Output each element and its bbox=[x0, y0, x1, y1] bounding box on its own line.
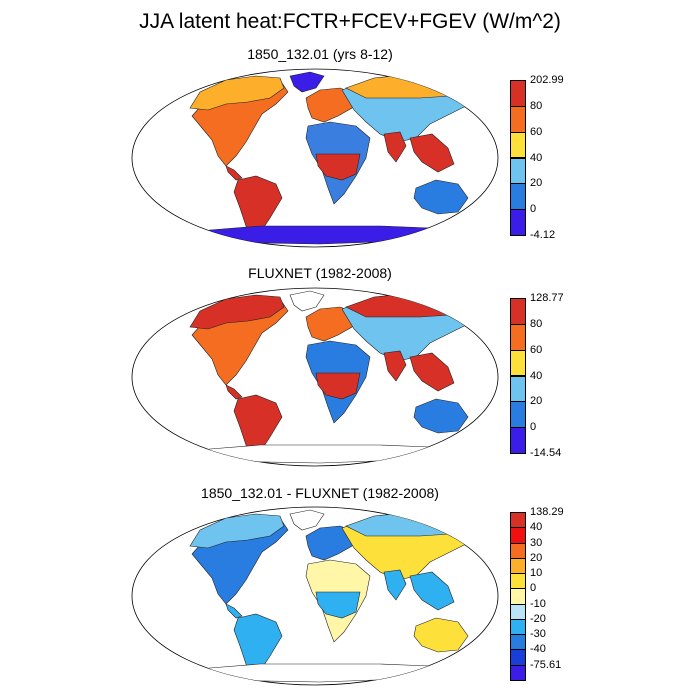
colorbar-segment bbox=[510, 183, 526, 211]
panel-title-difference: 1850_132.01 - FLUXNET (1982-2008) bbox=[201, 485, 439, 501]
colorbar-segment bbox=[510, 427, 526, 454]
landmass-australia bbox=[413, 179, 469, 215]
landmass-europe bbox=[305, 525, 357, 561]
colorbar-segment bbox=[510, 323, 526, 351]
colorbar-label: 138.29 bbox=[530, 506, 564, 518]
panel-title-model: 1850_132.01 (yrs 8-12) bbox=[247, 46, 393, 62]
colorbar-label: 40 bbox=[530, 369, 543, 382]
colorbar-segment bbox=[510, 105, 526, 133]
colorbar-label: 60 bbox=[530, 343, 543, 356]
colorbar-segment bbox=[510, 588, 526, 605]
figure-title: JJA latent heat:FCTR+FCEV+FGEV (W/m^2) bbox=[139, 10, 561, 33]
landmass-canada bbox=[189, 75, 285, 111]
map-fluxnet bbox=[131, 287, 499, 467]
colorbar-segment bbox=[510, 664, 526, 681]
landmass-canada bbox=[189, 513, 285, 549]
colorbar-segment bbox=[510, 527, 526, 544]
landmass-australia bbox=[413, 617, 469, 653]
colorbar-label: -75.61 bbox=[530, 658, 562, 671]
map-difference bbox=[131, 506, 499, 686]
colorbar-segment bbox=[510, 649, 526, 666]
colorbar-segment bbox=[510, 542, 526, 559]
colorbar-label: 30 bbox=[530, 536, 543, 549]
landmass-nz bbox=[469, 651, 481, 665]
colorbar-label: 128.77 bbox=[530, 292, 564, 304]
map-model bbox=[131, 68, 499, 248]
colorbar-label: 0 bbox=[530, 421, 537, 434]
colorbar-label: 40 bbox=[530, 151, 543, 164]
landmass-centralamerica bbox=[225, 603, 243, 619]
landmass-europe bbox=[305, 87, 357, 123]
landmass-greenland bbox=[289, 290, 325, 312]
colorbar-segment bbox=[510, 209, 526, 236]
colorbar-segment bbox=[510, 375, 526, 403]
colorbar-label: 0 bbox=[530, 582, 537, 595]
landmass-india bbox=[383, 569, 407, 601]
colorbar-label: 20 bbox=[530, 395, 543, 408]
colorbar-label: -40 bbox=[530, 643, 546, 656]
land-layer bbox=[173, 290, 481, 464]
landmass-europe bbox=[305, 306, 357, 342]
landmass-seasia bbox=[409, 571, 455, 611]
landmass-greenland bbox=[289, 509, 325, 531]
colorbar-segment bbox=[510, 557, 526, 575]
colorbar-segment bbox=[510, 298, 526, 325]
colorbar-segment bbox=[510, 131, 526, 159]
landmass-seasia bbox=[409, 352, 455, 392]
colorbar-label: -30 bbox=[530, 628, 546, 641]
colorbar-segment bbox=[510, 573, 526, 590]
colorbar-label: 60 bbox=[530, 125, 543, 138]
colorbar-segment bbox=[510, 634, 526, 651]
colorbar-label: 20 bbox=[530, 177, 543, 190]
colorbar-label: 80 bbox=[530, 99, 543, 112]
colorbar-segment bbox=[510, 603, 526, 620]
landmass-india bbox=[383, 131, 407, 163]
colorbar-segment bbox=[510, 512, 526, 529]
colorbar-label: -4.12 bbox=[530, 229, 556, 241]
landmass-india bbox=[383, 350, 407, 382]
landmass-seasia bbox=[409, 133, 455, 173]
colorbar-segment bbox=[510, 618, 526, 636]
landmass-nz bbox=[469, 432, 481, 446]
land-layer bbox=[173, 509, 481, 683]
colorbar-label: 10 bbox=[530, 567, 543, 580]
colorbar-label: 20 bbox=[530, 551, 543, 564]
landmass-africabelt bbox=[315, 153, 361, 181]
colorbar-segment bbox=[510, 349, 526, 377]
landmass-nz bbox=[469, 213, 481, 227]
colorbar-segment bbox=[510, 80, 526, 107]
colorbar-label: -14.54 bbox=[530, 447, 562, 459]
colorbar-label: -10 bbox=[530, 597, 546, 610]
landmass-africabelt bbox=[315, 591, 361, 619]
colorbar-label: 0 bbox=[530, 203, 537, 216]
colorbar-label: -20 bbox=[530, 612, 546, 625]
landmass-africabelt bbox=[315, 372, 361, 400]
colorbar-label: 80 bbox=[530, 317, 543, 330]
panel-title-fluxnet: FLUXNET (1982-2008) bbox=[248, 265, 392, 281]
landmass-centralamerica bbox=[225, 384, 243, 400]
colorbar-label: 202.99 bbox=[530, 74, 564, 86]
landmass-australia bbox=[413, 398, 469, 434]
landmass-greenland bbox=[289, 71, 325, 93]
colorbar-label: 40 bbox=[530, 521, 543, 534]
landmass-centralamerica bbox=[225, 165, 243, 181]
colorbar-segment bbox=[510, 401, 526, 429]
landmass-canada bbox=[189, 294, 285, 330]
colorbar-segment bbox=[510, 157, 526, 185]
